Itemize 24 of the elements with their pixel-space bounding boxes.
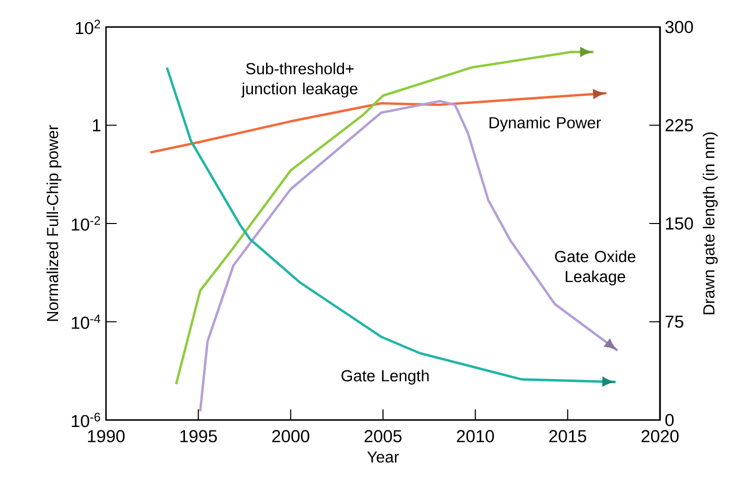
y-tick-label: 10$^{2}$ bbox=[76, 20, 100, 34]
x-tick-label: 2005 bbox=[364, 430, 402, 442]
annotation: Gate Length bbox=[342, 370, 429, 385]
y2-tick-label: 150 bbox=[666, 217, 693, 230]
x-tick-label: 2015 bbox=[549, 430, 586, 442]
y2-tick-label: 300 bbox=[665, 20, 693, 34]
x-tick-label: 2020 bbox=[642, 430, 679, 442]
annotation: Gate Oxide Leakage bbox=[555, 250, 636, 286]
y-tick-label: 10$^{-2}$ bbox=[72, 216, 100, 231]
y2-tick-label: 0 bbox=[665, 414, 674, 426]
y2-axis-title: Drawn gate length (in nm) bbox=[702, 132, 718, 314]
annotation: Sub-threshold+ junction leakage bbox=[241, 62, 358, 98]
annotation: Dynamic Power bbox=[490, 116, 601, 132]
y2-tick-label: 75 bbox=[666, 316, 684, 328]
y-axis-title: Normalized Full-Chip power bbox=[46, 125, 62, 321]
y-tick-label: 10$^{-6}$ bbox=[72, 412, 100, 428]
x-tick-label: 2010 bbox=[456, 430, 494, 442]
y-tick-label: 1 bbox=[92, 119, 100, 132]
x-tick-label: 1990 bbox=[88, 430, 125, 442]
x-tick-label: 1995 bbox=[180, 430, 217, 442]
x-axis-title: Year bbox=[367, 451, 399, 463]
y2-tick-label: 225 bbox=[666, 119, 693, 132]
y-tick-label: 10$^{-4}$ bbox=[72, 314, 100, 329]
x-tick-label: 2000 bbox=[272, 430, 310, 442]
